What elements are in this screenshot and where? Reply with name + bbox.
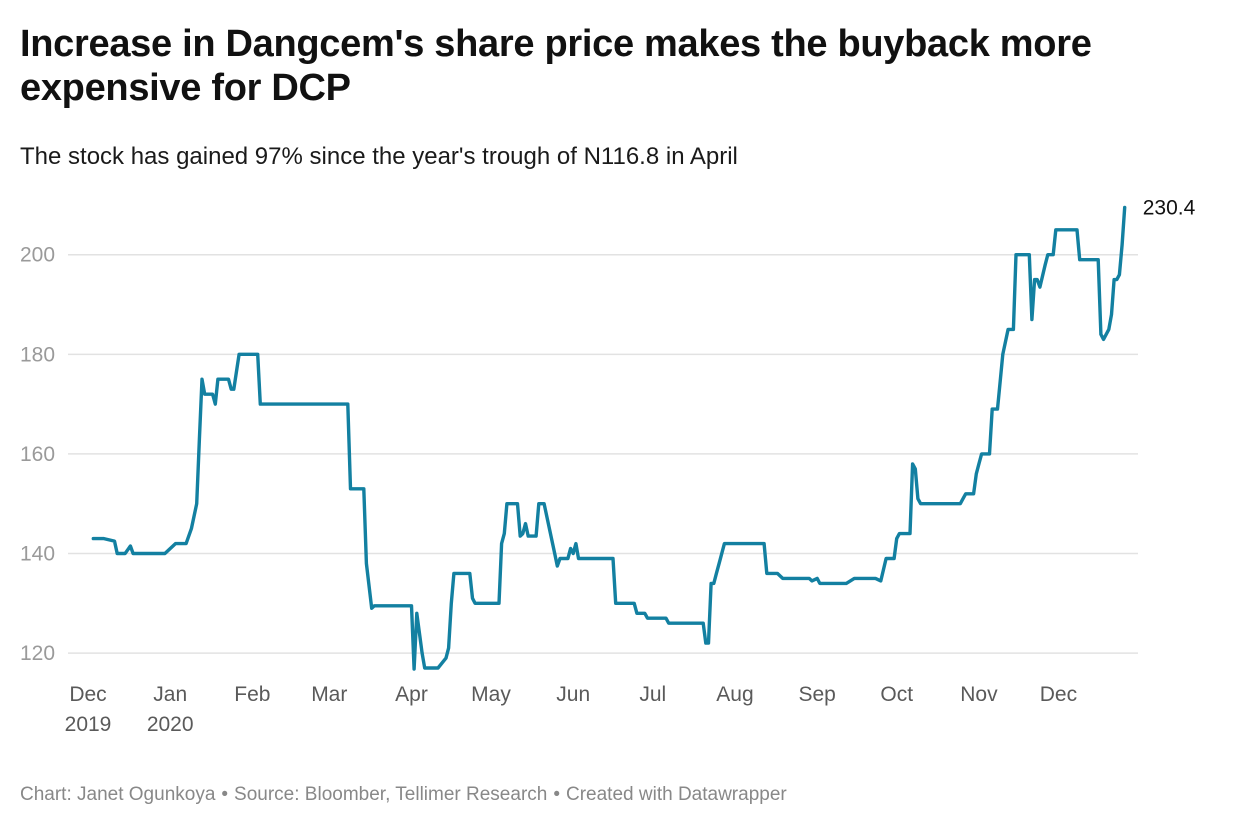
end-label-layer: 230.4 [1143,196,1196,219]
x-tick-year-label: 2019 [65,713,112,736]
x-tick-label: Oct [880,683,913,706]
y-tick-label: 160 [20,443,55,466]
footer-separator: • [221,784,229,805]
chart-footer: Chart: Janet Ogunkoya • Source: Bloomber, … [20,784,787,806]
x-tick-label: Jul [639,683,666,706]
x-tick-label: Nov [960,683,998,706]
footer-separator: • [553,784,560,805]
y-tick-label: 200 [20,244,55,267]
x-tick-label: Mar [311,683,347,706]
y-tick-label: 180 [20,343,55,366]
x-axis-ticks: Dec 2019 Jan 2020 Feb Mar Apr May Jun Jul Aug Sep Oc… [65,683,1077,736]
x-tick-label: Aug [716,683,753,706]
chart-source: Source: Bloomber, Tellimer Research [234,784,548,805]
x-tick-label: Dec [1040,683,1077,706]
x-tick-label: Apr [395,683,428,706]
chart-credit: Chart: Janet Ogunkoya [20,784,216,805]
created-with: Created with Datawrapper [566,784,787,805]
gridlines [68,253,1138,654]
x-tick-label: May [471,683,511,706]
x-tick-year-label: 2020 [147,713,194,736]
chart-subtitle: The stock has gained 97% since the year'… [20,143,738,170]
y-tick-label: 140 [20,543,55,566]
x-tick-label: Feb [234,683,270,706]
price-line [91,205,1127,671]
y-axis-ticks: 120 140 160 180 200 [20,244,55,665]
end-value-label: 230.4 [1143,196,1196,219]
series-layer [91,205,1127,671]
x-tick-label: Sep [798,683,835,706]
x-tick-label: Dec [69,683,106,706]
x-tick-label: Jun [556,683,590,706]
chart-title: Increase in Dangcem's share price makes … [20,23,1092,109]
line-chart: 120 140 160 180 200 Dec 2019 Jan 2020 Feb Mar Apr M… [20,196,1196,736]
y-tick-label: 120 [20,642,55,665]
x-tick-label: Jan [153,683,187,706]
